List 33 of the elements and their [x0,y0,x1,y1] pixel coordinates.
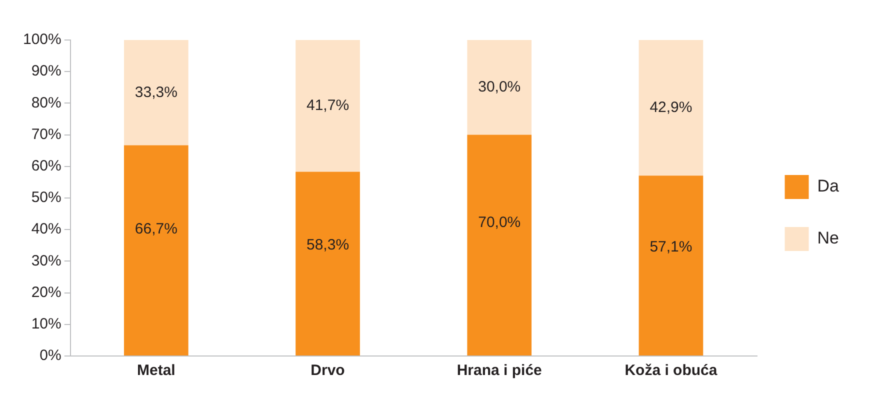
data-label: 42,9% [650,98,692,116]
data-label: 33,3% [134,84,178,101]
bar [296,40,360,172]
y-tick-label: 50% [31,189,62,206]
y-tick-label: 70% [31,126,62,143]
y-tick-label: 100% [22,31,62,48]
bar [296,172,360,356]
bar [467,40,532,135]
x-tick-label: Metal [136,362,176,380]
data-label: 70,0% [478,214,521,232]
y-tick-label: 20% [31,284,62,301]
x-tick-label: Drvo [310,362,345,380]
data-label: 30,0% [478,78,521,96]
data-label: 57,1% [650,238,692,256]
y-tick-label: 10% [31,316,62,333]
bar [467,134,532,356]
y-tick-label: 80% [31,94,62,112]
bar [638,176,704,356]
y-tick-label: 40% [31,220,62,238]
y-tick-label: 30% [31,252,62,270]
bar [124,145,188,356]
data-label: 58,3% [306,236,350,254]
y-tick-label: 90% [31,62,62,80]
legend-label: Da [817,176,840,196]
bar [638,40,704,176]
x-tick-label: Hrana i piće [456,362,542,380]
bar [124,40,188,146]
data-label: 41,7% [306,97,350,114]
legend-label: Ne [817,228,840,248]
data-label: 66,7% [134,220,178,238]
x-tick-label: Koža i obuća [624,362,718,380]
y-tick-label: 0% [40,347,62,364]
y-tick-label: 60% [31,158,62,175]
